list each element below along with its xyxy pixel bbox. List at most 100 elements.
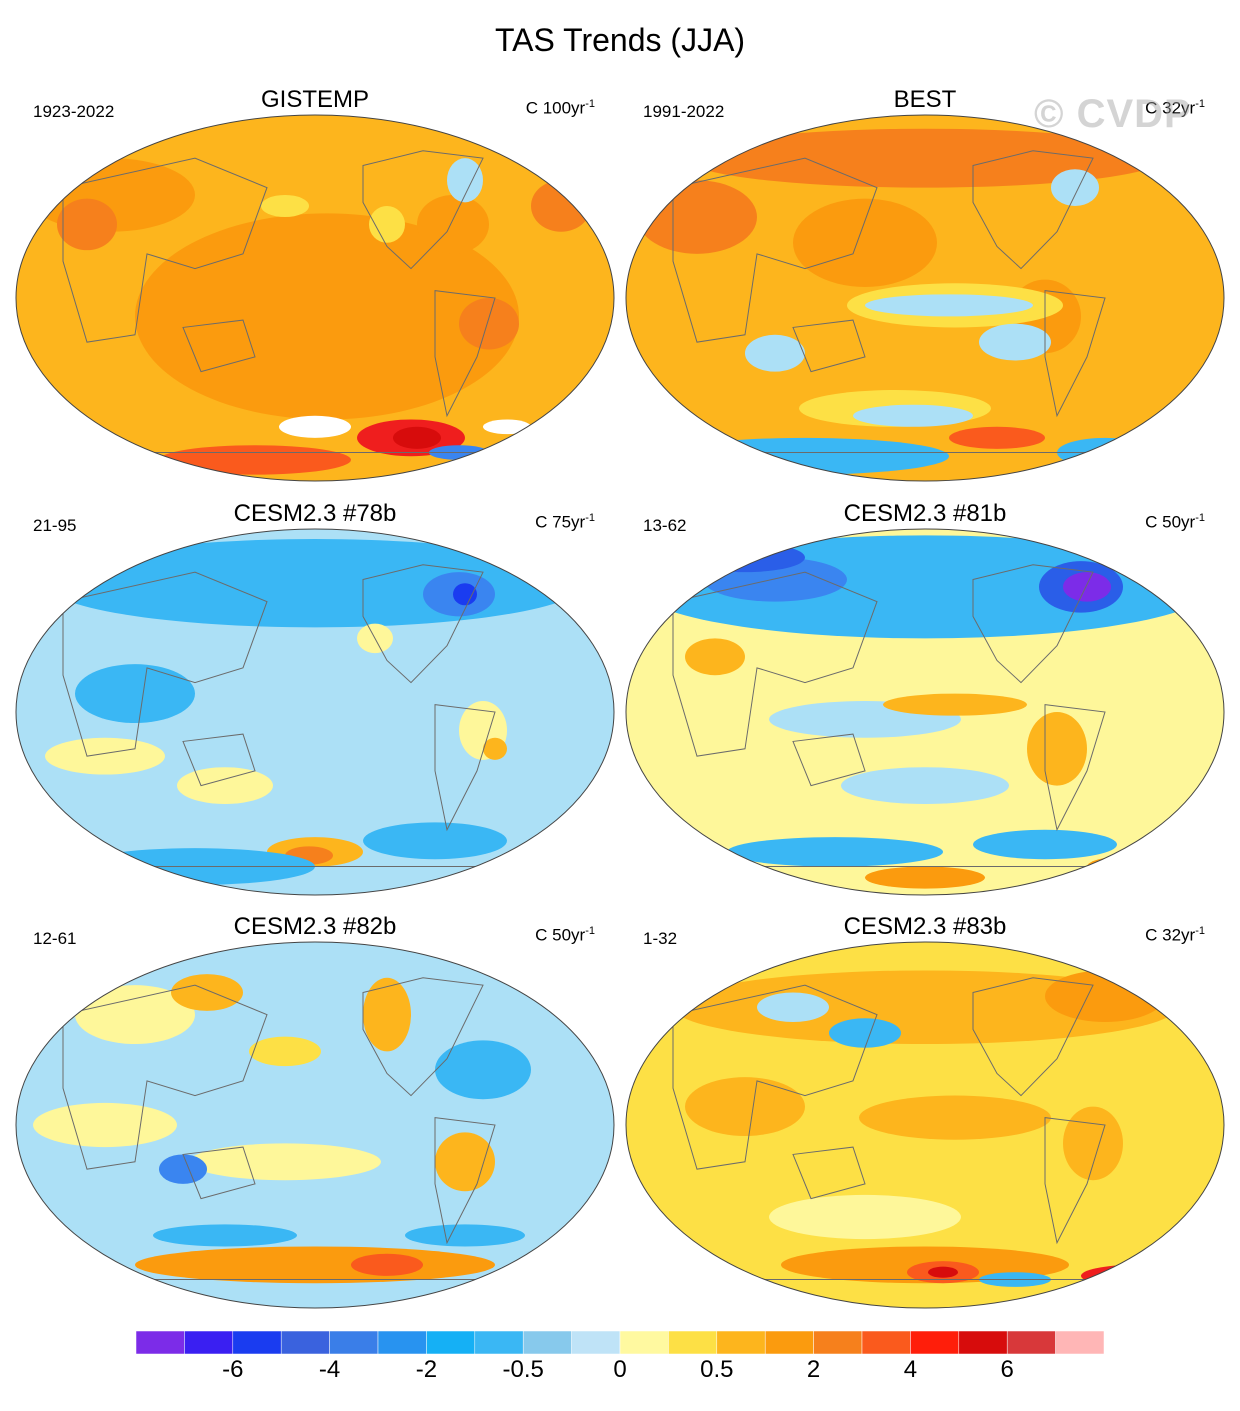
coastline-best-2 (972, 150, 1094, 270)
colorbar-cell-6 (426, 1331, 476, 1354)
trend-patch-gistemp-10 (393, 426, 441, 449)
trend-patch-cesm81b-12 (1087, 855, 1183, 878)
coastline-cesm82b-3 (434, 1117, 496, 1245)
trend-patch-gistemp-4 (57, 198, 117, 251)
trend-patch-cesm78b-2 (453, 583, 477, 606)
units-exponent-best: -1 (1195, 98, 1205, 110)
panel-title-cesm78b: CESM2.3 #78b (233, 500, 397, 527)
trend-patch-best-13 (1051, 169, 1099, 206)
trend-patch-best-10 (661, 437, 949, 475)
trend-patch-best-9 (853, 404, 973, 427)
coastline-cesm81b-3 (1044, 704, 1106, 832)
period-label-cesm82b: 12-61 (33, 929, 77, 948)
map-cesm78b (15, 528, 615, 896)
colorbar-cell-2 (232, 1331, 282, 1354)
map-cesm83b (625, 941, 1225, 1309)
map-panel-cesm81b: CESM2.3 #81b 13-62 C 50yr-1 (625, 500, 1225, 900)
trend-patch-cesm81b-3 (1063, 572, 1111, 602)
colorbar-cell-15 (861, 1331, 911, 1354)
trend-patch-cesm83b-7 (769, 1194, 961, 1240)
trend-patch-cesm78b-3 (75, 664, 195, 724)
trend-patch-gistemp-8 (447, 158, 483, 203)
units-exponent-cesm81b: -1 (1195, 512, 1205, 524)
colorbar-cell-8 (522, 1331, 572, 1354)
panel-title-gistemp: GISTEMP (260, 86, 369, 113)
trend-patch-cesm83b-10 (928, 1266, 958, 1278)
coastline-cesm83b-2 (972, 977, 1094, 1097)
colorbar-cell-1 (184, 1331, 234, 1354)
colorbar-cell-14 (813, 1331, 863, 1354)
colorbar-cell-10 (619, 1331, 669, 1354)
panel-title-cesm83b: CESM2.3 #83b (843, 913, 1007, 940)
trend-patch-best-6 (979, 323, 1051, 361)
colorbar-tick-label-1: -4 (318, 1356, 341, 1383)
colorbar-tick-label-4: 0 (613, 1356, 627, 1383)
trend-patch-cesm82b-3 (363, 977, 411, 1052)
trend-patch-cesm78b-4 (45, 737, 165, 775)
units-label-cesm83b: C 32yr-1 (1145, 925, 1205, 946)
units-exponent-cesm83b: -1 (1195, 925, 1205, 937)
units-text-cesm83b: C 32yr (1145, 925, 1196, 945)
trend-patch-best-5 (865, 294, 1033, 317)
map-cesm82b (15, 941, 615, 1309)
trend-patch-cesm83b-1 (1045, 970, 1165, 1022)
coastline-cesm81b-2 (972, 564, 1094, 684)
coastline-gistemp-3 (434, 290, 496, 418)
colorbar-cell-17 (958, 1331, 1008, 1354)
trend-patch-cesm83b-12 (667, 1272, 763, 1295)
trend-patch-cesm78b-11 (363, 822, 507, 860)
coastline-cesm82b-1 (182, 1146, 256, 1200)
period-label-gistemp: 1923-2022 (33, 102, 115, 121)
colorbar-cell-5 (377, 1331, 427, 1354)
coastline-cesm83b-1 (792, 1146, 866, 1200)
panel-title-cesm81b: CESM2.3 #81b (843, 500, 1007, 527)
trend-patch-gistemp-15 (483, 419, 531, 435)
coastline-cesm83b-3 (1044, 1117, 1106, 1245)
trend-patch-cesm78b-0 (45, 539, 585, 628)
map-cesm81b (625, 528, 1225, 896)
map-gistemp (15, 114, 615, 482)
map-border-cesm82b (15, 941, 615, 1309)
trend-patch-gistemp-2 (417, 194, 489, 254)
units-text-cesm81b: C 50yr (1145, 512, 1196, 532)
coastline-cesm83b-0 (672, 984, 878, 1170)
coastline-cesm78b-3 (434, 704, 496, 832)
trend-patch-cesm83b-4 (859, 1095, 1051, 1140)
units-label-cesm81b: C 50yr-1 (1145, 512, 1205, 533)
colorbar-cell-13 (764, 1331, 814, 1354)
map-panel-gistemp: GISTEMP 1923-2022 C 100yr-1 (15, 86, 615, 486)
trend-patch-gistemp-5 (531, 180, 591, 232)
trend-patch-cesm81b-11 (973, 829, 1117, 860)
units-label-best: C 32yr-1 (1145, 98, 1205, 119)
trend-patch-cesm83b-2 (829, 1018, 901, 1048)
trend-patch-best-0 (685, 128, 1165, 188)
colorbar-tick-label-3: -0.5 (502, 1356, 544, 1383)
colorbar-cell-11 (668, 1331, 718, 1354)
trend-patch-cesm78b-7 (483, 737, 507, 760)
trend-patch-cesm81b-7 (685, 638, 745, 676)
coastline-best-0 (672, 157, 878, 343)
trend-patch-cesm82b-4 (435, 1040, 531, 1100)
colorbar-tick-label-0: -6 (222, 1356, 244, 1383)
map-panel-cesm78b: CESM2.3 #78b 21-95 C 75yr-1 (15, 500, 615, 900)
colorbar-tick-label-5: 0.5 (700, 1356, 734, 1383)
colorbar-cell-4 (329, 1331, 379, 1354)
trend-patch-cesm82b-2 (249, 1036, 321, 1067)
colorbar-tick-label-2: -2 (415, 1356, 438, 1383)
coastline-cesm82b-0 (62, 984, 268, 1170)
trend-patch-cesm83b-6 (1063, 1106, 1123, 1181)
trend-patch-cesm81b-4 (685, 542, 805, 573)
trend-patch-cesm83b-3 (757, 992, 829, 1022)
map-border-cesm81b (625, 528, 1225, 896)
trend-patch-gistemp-7 (369, 206, 405, 243)
trend-patch-cesm82b-10 (153, 1224, 297, 1247)
colorbar-cell-0 (136, 1331, 185, 1354)
period-label-cesm78b: 21-95 (33, 516, 77, 535)
trend-patch-cesm82b-11 (405, 1224, 525, 1247)
coastline-cesm78b-1 (182, 733, 256, 787)
trend-patch-best-7 (745, 334, 805, 372)
colorbar (136, 1331, 1104, 1354)
trend-patch-cesm81b-13 (865, 866, 985, 889)
colorbar-cell-9 (571, 1331, 621, 1354)
trend-patch-cesm82b-6 (189, 1143, 381, 1181)
